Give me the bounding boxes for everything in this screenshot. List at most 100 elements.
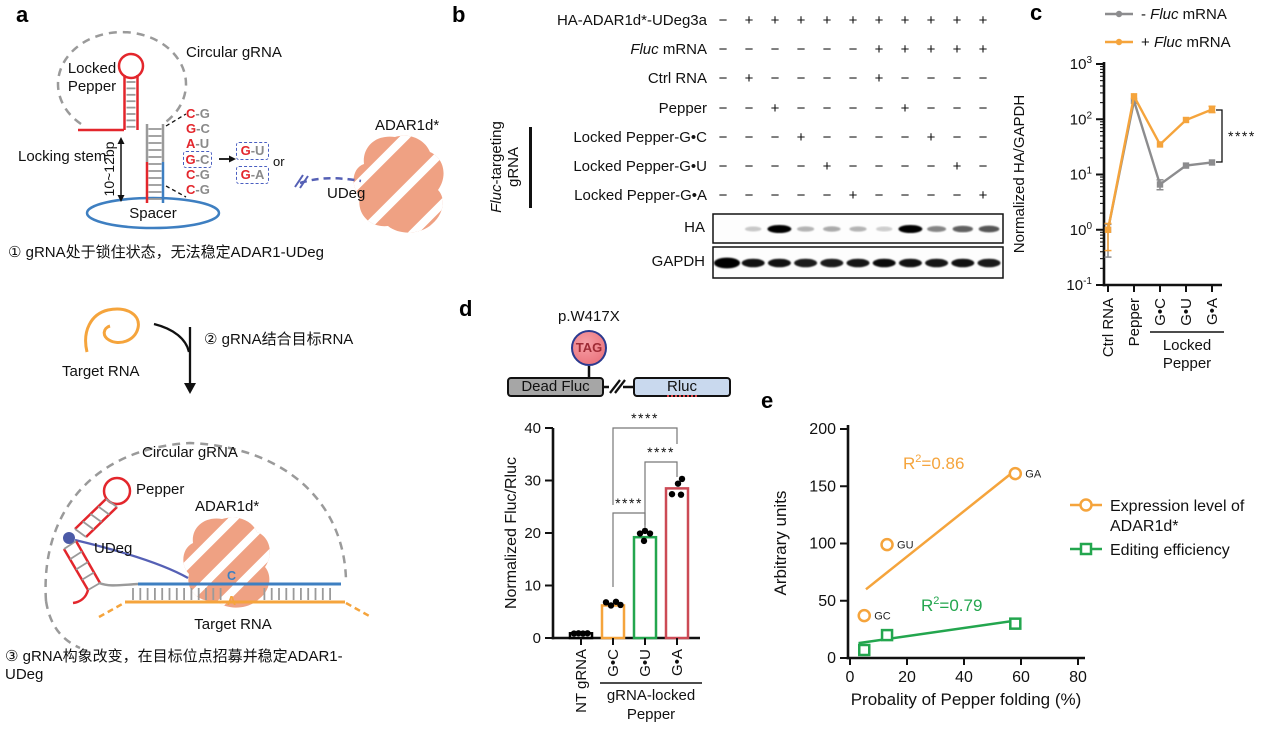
matrix-cell: + (926, 129, 936, 146)
e-legend-marker (1079, 498, 1093, 512)
duplex-rungs (132, 588, 332, 600)
gapdh-band (741, 258, 765, 268)
c-data-point (1130, 93, 1138, 100)
c-group-label: Pepper (1163, 355, 1211, 372)
udeg-anchor-dot (63, 532, 75, 544)
matrix-cell: − (822, 187, 832, 204)
e-y-tick-label: 0 (827, 650, 836, 667)
binding-arrow (184, 383, 196, 394)
gapdh-band (794, 258, 818, 268)
e-legend-label: ADAR1d* (1110, 518, 1178, 535)
panel-label-a: a (16, 2, 29, 27)
a-base-label: A (227, 594, 237, 608)
e-point-label: GC (874, 611, 891, 623)
e-y-axis-title: Arbitrary units (771, 491, 790, 596)
matrix-cell: − (770, 158, 780, 175)
chart-e: 0 20 40 60 80 0 50 100 150 200 GC GU GA R2=0.86 R2=0.7… (771, 421, 1245, 709)
d-data-point (640, 537, 648, 545)
spacer-ellipse (85, 196, 221, 230)
matrix-cell: + (848, 12, 858, 29)
matrix-cell: + (848, 187, 858, 204)
base-pair-5: C-G (186, 166, 210, 182)
d-data-point (646, 530, 654, 537)
matrix-cell: − (744, 158, 754, 175)
d-x-tick-label: G•U (637, 649, 654, 677)
e-y-tick-label: 50 (818, 593, 836, 610)
ha-band (796, 226, 815, 232)
c-data-point (1156, 141, 1164, 148)
target-rna-label-2: Target RNA (194, 616, 272, 633)
d-x-tick-label: G•A (669, 649, 686, 676)
step3-caption: ③ gRNA构象改变，在目标位点招募并稳定ADAR1- UDeg (5, 648, 343, 683)
matrix-cell: − (926, 158, 936, 175)
matrix-cell: − (796, 70, 806, 87)
d-sig-bracket (644, 461, 678, 525)
ha-band (823, 226, 841, 232)
row-label-pepper: Pepper (658, 100, 707, 117)
matrix-cell: − (718, 41, 728, 58)
matrix-cell: − (796, 100, 806, 117)
matrix-cell: + (900, 12, 910, 29)
base-pair-3: A-U (186, 136, 210, 152)
circular-grna-label-2: Circular gRNA (142, 444, 238, 461)
matrix-cell: + (770, 100, 780, 117)
matrix-cell: − (900, 70, 910, 87)
d-bar (664, 487, 690, 640)
matrix-cell: + (874, 70, 884, 87)
d-data-point (641, 527, 649, 535)
d-sig-stars: **** (615, 495, 643, 511)
base-pair-4: G-C (182, 150, 213, 168)
e-r2-label: R2=0.86 (903, 453, 964, 473)
matrix-cell: − (796, 187, 806, 204)
e-fit-line (865, 471, 1014, 591)
gapdh-band (767, 258, 791, 268)
c-y-axis-title: Normalized HA/GAPDH (1011, 95, 1028, 253)
circular-grna-label: Circular gRNA (186, 44, 282, 61)
ha-band (849, 226, 867, 232)
matrix-cell: − (770, 129, 780, 146)
d-sig-stars: **** (647, 444, 675, 460)
matrix-cell: − (848, 41, 858, 58)
gapdh-band (925, 258, 949, 268)
d-y-tick-label: 0 (533, 630, 541, 647)
matrix-cell: − (744, 129, 754, 146)
c-x-tick-label: G•C (1152, 298, 1169, 326)
c-x-tick-label: G•U (1178, 298, 1195, 326)
step1-caption: ① gRNA处于锁住状态，无法稳定ADAR1-UDeg (8, 244, 324, 261)
matrix-cell: − (952, 100, 962, 117)
d-y-axis-title: Normalized Fluc/Rluc (503, 457, 520, 609)
e-data-point (857, 608, 871, 623)
base-pair-1: C-G (186, 106, 210, 121)
locking-stem-label: Locking stem (18, 148, 107, 165)
matrix-cell: + (796, 129, 806, 146)
d-data-point (668, 490, 676, 498)
matrix-cell: − (770, 41, 780, 58)
ha-band (876, 226, 893, 232)
e-data-point (1009, 617, 1022, 630)
ha-band (927, 225, 947, 233)
matrix-cell: + (796, 12, 806, 29)
step2-caption: ② gRNA结合目标RNA (204, 331, 354, 348)
gapdh-band (820, 258, 844, 268)
c-y-tick-label: 100 (1070, 221, 1093, 239)
row-label-ctrl-rna: Ctrl RNA (647, 70, 707, 87)
d-bar (632, 535, 658, 640)
d-y-tick-label: 20 (524, 525, 541, 542)
panel-d-reporter-diagram (587, 366, 633, 394)
e-x-tick-label: 0 (846, 669, 855, 686)
d-x-tick-label: NT gRNA (573, 649, 590, 713)
gapdh-band (898, 258, 922, 268)
matrix-cell: − (718, 158, 728, 175)
c-data-point (1208, 106, 1216, 113)
d-bar (600, 604, 626, 640)
c-legend-label: + Fluc mRNA (1141, 34, 1231, 51)
d-sig-stars: **** (631, 410, 659, 426)
panel-label-e: e (761, 388, 774, 413)
c-series-line (1106, 92, 1213, 230)
panel-a-bottom-diagram (44, 307, 372, 650)
matrix-cell: − (952, 187, 962, 204)
d-y-tick-label: 40 (524, 420, 541, 437)
d-data-point (584, 630, 591, 637)
matrix-cell: − (978, 129, 988, 146)
